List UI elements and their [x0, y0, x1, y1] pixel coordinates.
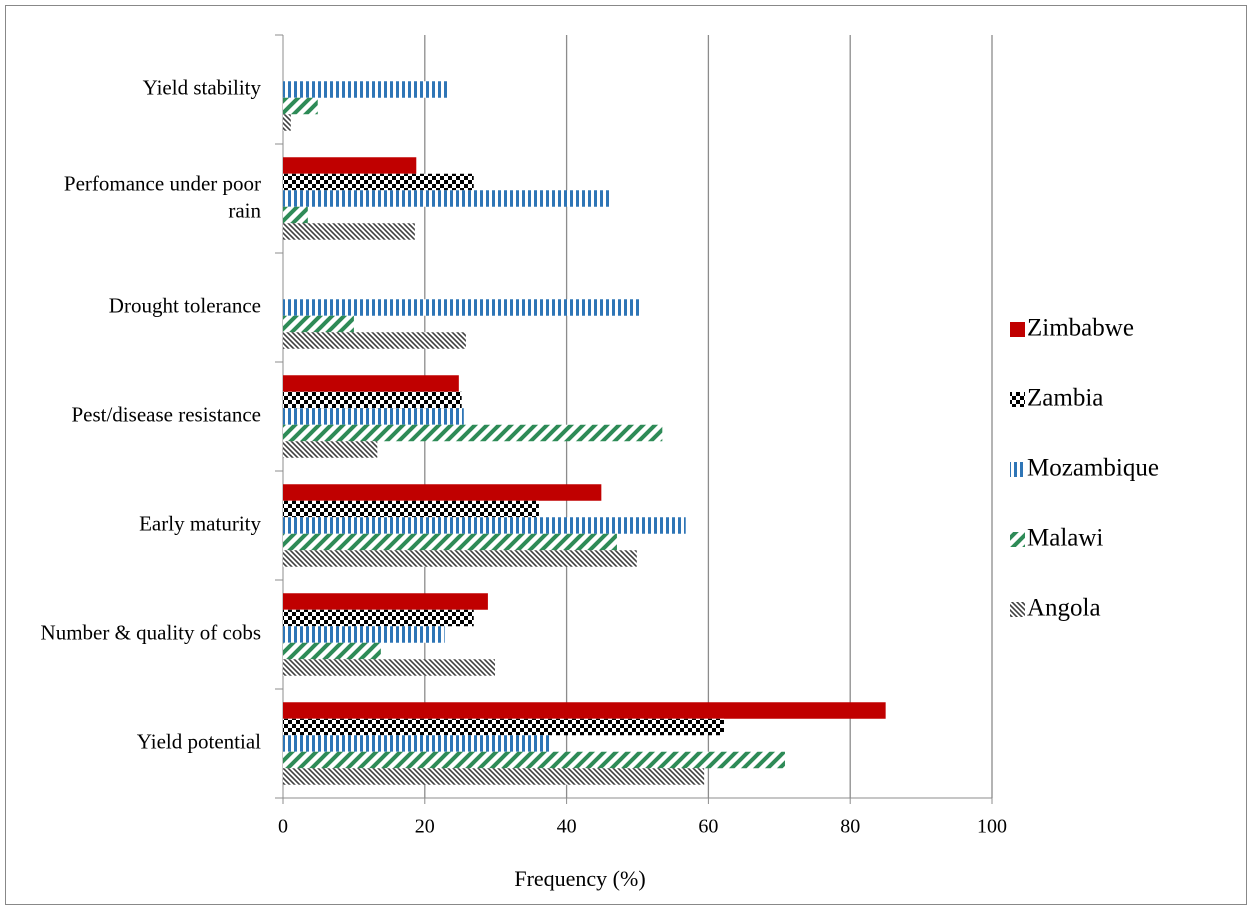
bar — [283, 391, 462, 409]
x-tick-label: 40 — [557, 816, 577, 838]
bar — [283, 206, 308, 224]
bar — [283, 424, 663, 442]
bar — [283, 441, 378, 458]
x-tick-label: 80 — [840, 816, 860, 838]
bar — [283, 768, 705, 785]
bar — [283, 659, 495, 676]
x-tick-label: 100 — [977, 816, 1007, 838]
bar — [283, 81, 449, 98]
x-tick-label: 20 — [415, 816, 435, 838]
x-tick-label: 60 — [698, 816, 718, 838]
legend-swatch — [1010, 602, 1025, 617]
y-tick-label: Pest/disease resistance — [71, 402, 261, 426]
bar — [283, 484, 602, 501]
legend-label: Zambia — [1027, 385, 1103, 412]
legend-swatch — [1010, 322, 1025, 337]
bar — [283, 718, 724, 736]
y-tick-label: Yield stability — [143, 75, 262, 99]
bar — [283, 550, 637, 567]
bar — [283, 223, 415, 240]
bar — [283, 332, 466, 349]
legend-label: Malawi — [1027, 525, 1103, 552]
y-tick-label: Drought tolerance — [109, 293, 261, 317]
y-tick-label: Number & quality of cobs — [41, 620, 261, 644]
bar — [283, 299, 642, 316]
bar — [283, 190, 610, 207]
bar — [283, 114, 291, 131]
bar — [283, 517, 686, 534]
bar — [283, 157, 417, 174]
bar — [283, 642, 381, 660]
bar — [283, 735, 551, 752]
y-tick-label: Early maturity — [139, 511, 261, 535]
bar — [283, 533, 617, 551]
bar — [283, 702, 886, 719]
y-tick-label: Yield potential — [137, 729, 261, 753]
bar — [283, 609, 474, 627]
bar — [283, 626, 445, 643]
y-tick-label: Perfomance under poor rain — [64, 171, 262, 222]
bar — [283, 315, 354, 333]
bar — [283, 500, 539, 518]
legend-label: Mozambique — [1027, 455, 1159, 482]
bar — [283, 375, 459, 392]
bar — [283, 97, 318, 115]
x-tick-label: 0 — [278, 816, 288, 838]
legend-swatch — [1010, 532, 1025, 547]
legend-swatch — [1010, 392, 1025, 407]
x-axis-title: Frequency (%) — [514, 866, 645, 891]
bar — [283, 593, 488, 610]
bar — [283, 751, 785, 769]
bar — [283, 408, 464, 425]
bar — [283, 173, 474, 191]
legend-swatch — [1010, 462, 1025, 477]
legend-label: Zimbabwe — [1027, 315, 1134, 342]
legend-label: Angola — [1027, 595, 1101, 622]
